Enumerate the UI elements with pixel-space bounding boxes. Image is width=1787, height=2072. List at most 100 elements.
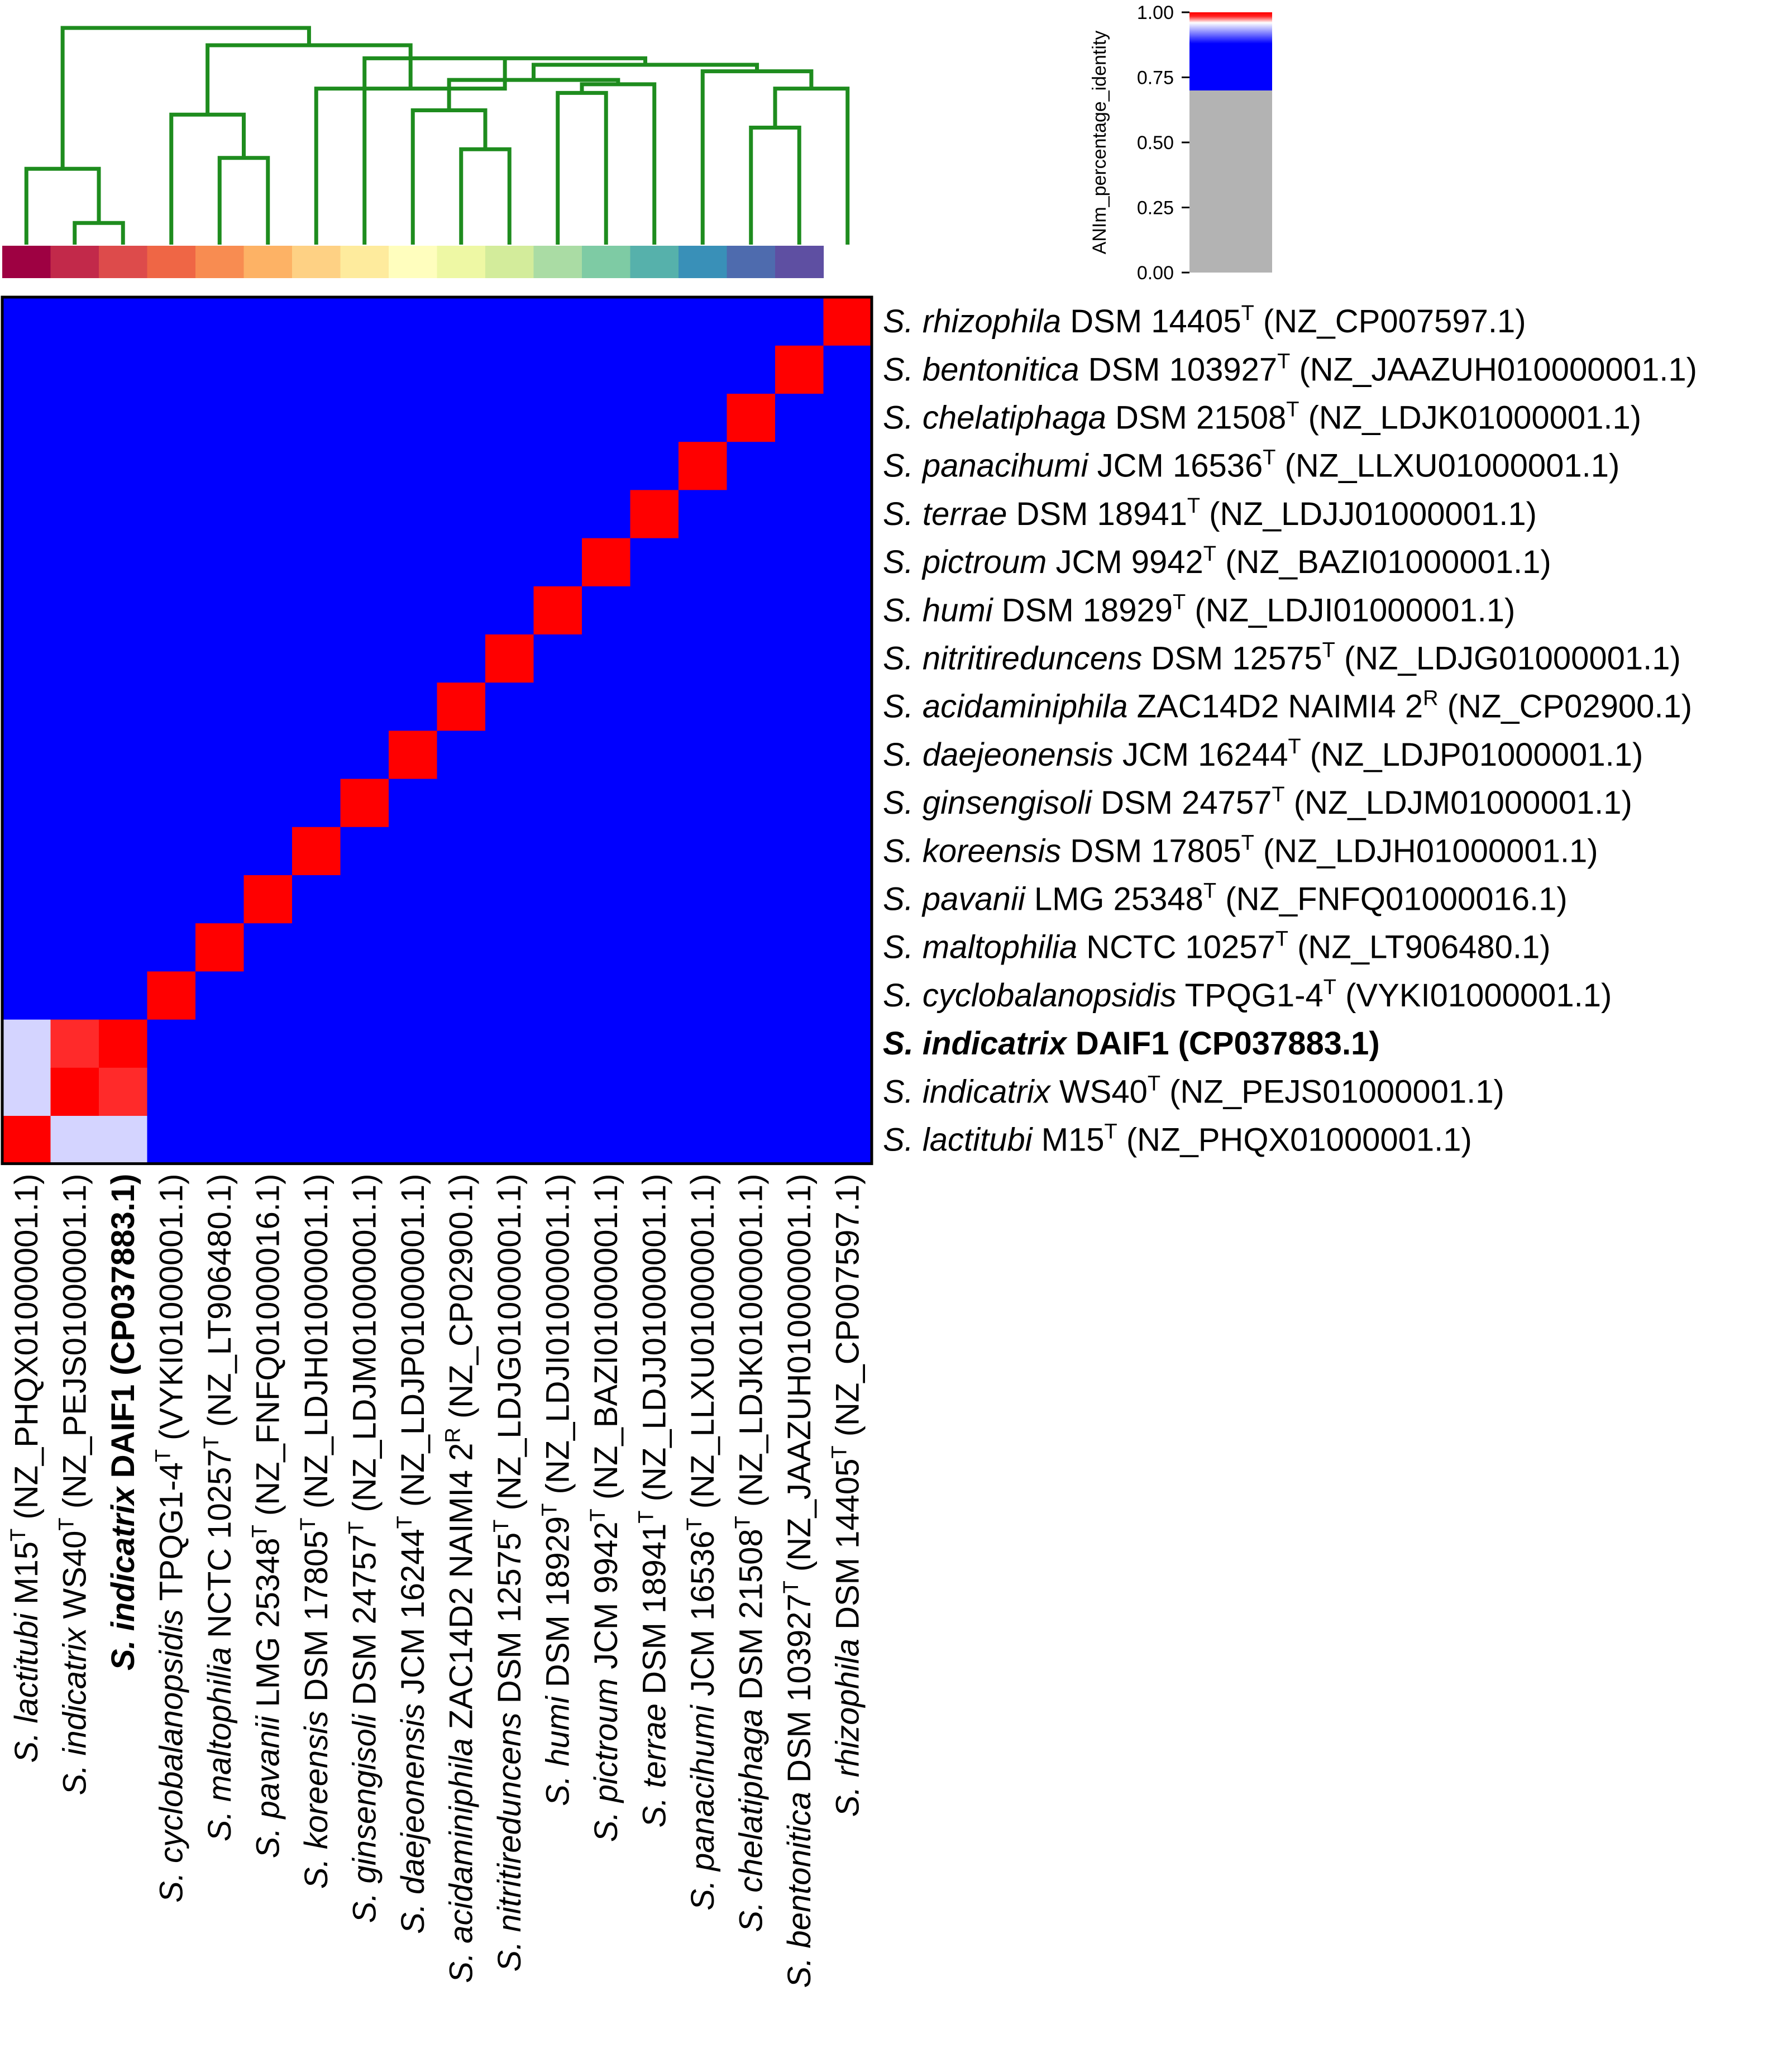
colorbar-tick-label: 0.00 xyxy=(1137,262,1174,284)
heatmap-cell xyxy=(437,1067,486,1116)
heatmap-cell xyxy=(50,1067,99,1116)
strain-name: JCM 9942 xyxy=(1047,544,1203,580)
genome-label: S. maltophilia NCTC 10257T (NZ_LT906480.… xyxy=(200,1174,238,1842)
colorbar-tick-label: 0.25 xyxy=(1137,198,1174,219)
heatmap-cell xyxy=(99,634,148,683)
heatmap-cell xyxy=(823,923,872,972)
genome-label: S. acidaminiphila ZAC14D2 NAIMI4 2R (NZ_… xyxy=(442,1174,480,1983)
heatmap-cell xyxy=(582,827,631,875)
accession-id: (NZ_FNFQ01000016.1) xyxy=(250,1174,286,1525)
heatmap-cell xyxy=(147,1115,196,1164)
type-strain-superscript: T xyxy=(297,1517,320,1530)
heatmap-cell xyxy=(437,393,486,442)
heatmap-cell xyxy=(823,1115,872,1164)
genome-label: S. lactitubi M15T (NZ_PHQX01000001.1) xyxy=(883,1120,1472,1158)
type-strain-superscript: T xyxy=(635,1510,658,1523)
heatmap-cell xyxy=(630,682,679,731)
heatmap-cell xyxy=(582,779,631,827)
heatmap-cell xyxy=(775,1067,824,1116)
heatmap-cell xyxy=(340,779,389,827)
heatmap-cell xyxy=(533,827,582,875)
genome-label: S. acidaminiphila ZAC14D2 NAIMI4 2R (NZ_… xyxy=(883,687,1692,725)
heatmap-cell xyxy=(582,875,631,924)
heatmap-cell xyxy=(437,586,486,634)
genome-label: S. terrae DSM 18941T (NZ_LDJJ01000001.1) xyxy=(883,494,1537,532)
accession-id: (NZ_LDJK01000001.1) xyxy=(1299,400,1641,436)
heatmap-cell xyxy=(823,682,872,731)
heatmap-cell xyxy=(389,1067,438,1116)
heatmap-cell xyxy=(775,779,824,827)
species-name: S. panacihumi xyxy=(685,1704,721,1911)
heatmap-cell xyxy=(147,393,196,442)
heatmap-cell xyxy=(50,730,99,779)
heatmap-cell xyxy=(727,971,776,1020)
heatmap-cell xyxy=(243,441,293,490)
heatmap-cell xyxy=(437,730,486,779)
heatmap-cell xyxy=(389,779,438,827)
heatmap-cell xyxy=(485,923,534,972)
accession-id: (NZ_CP02900.1) xyxy=(1439,689,1693,725)
heatmap-cell xyxy=(389,489,438,538)
column-labels: S. lactitubi M15T (NZ_PHQX01000001.1)S. … xyxy=(7,1174,866,1988)
heatmap-cell xyxy=(485,1019,534,1068)
heatmap-cell xyxy=(389,393,438,442)
heatmap-cell xyxy=(340,923,389,972)
heatmap-cell xyxy=(2,538,51,586)
heatmap-cell xyxy=(679,1115,728,1164)
heatmap-cell xyxy=(679,393,728,442)
heatmap-cell xyxy=(147,923,196,972)
heatmap-cell xyxy=(582,1067,631,1116)
heatmap-cell xyxy=(2,923,51,972)
heatmap-cell xyxy=(679,923,728,972)
heatmap-cell xyxy=(340,1067,389,1116)
heatmap-cell xyxy=(582,1019,631,1068)
accession-id: (NZ_LDJK01000001.1) xyxy=(733,1174,770,1516)
heatmap-cell xyxy=(727,1067,776,1116)
genome-label: S. chelatiphaga DSM 21508T (NZ_LDJK01000… xyxy=(732,1174,770,1932)
heatmap-cell xyxy=(775,538,824,586)
heatmap-cell xyxy=(292,393,341,442)
heatmap-cell xyxy=(727,682,776,731)
strain-name: JCM 16536 xyxy=(685,1531,721,1706)
heatmap-cell xyxy=(679,971,728,1020)
strain-name: DSM 18941 xyxy=(637,1524,673,1703)
accession-id: (NZ_LDJG01000001.1) xyxy=(491,1174,528,1520)
dendrogram-link xyxy=(217,156,270,245)
type-strain-superscript: T xyxy=(1187,494,1200,518)
dendrogram-link xyxy=(556,90,608,245)
genome-label: S. ginsengisoli DSM 24757T (NZ_LDJM01000… xyxy=(345,1174,383,1923)
genome-label: S. ginsengisoli DSM 24757T (NZ_LDJM01000… xyxy=(883,783,1632,821)
heatmap-cell xyxy=(195,875,245,924)
heatmap-cell xyxy=(630,586,679,634)
species-name: S. bentonitica xyxy=(781,1792,818,1988)
heatmap-cell xyxy=(243,1115,293,1164)
colorbar: 0.00 0.25 0.50 0.75 1.00 ANIm_percentage_ide… xyxy=(1089,2,1272,284)
legend-strip-swatch xyxy=(775,246,824,278)
heatmap-cell xyxy=(630,634,679,683)
heatmap-cell xyxy=(582,393,631,442)
heatmap-cell xyxy=(2,297,51,346)
heatmap-cell xyxy=(727,1019,776,1068)
heatmap-cell xyxy=(292,730,341,779)
type-strain-superscript: T xyxy=(780,1581,803,1593)
heatmap-cell xyxy=(292,923,341,972)
legend-strip-swatch xyxy=(679,246,728,278)
heatmap-cell xyxy=(50,393,99,442)
strain-name: DSM 14405 xyxy=(1061,303,1241,340)
heatmap-cell xyxy=(340,538,389,586)
heatmap-cell xyxy=(437,682,486,731)
strain-name: DSM 17805 xyxy=(298,1531,335,1711)
heatmap-cell xyxy=(727,345,776,394)
heatmap-cell xyxy=(437,297,486,346)
heatmap-cell xyxy=(340,682,389,731)
heatmap-cell xyxy=(2,586,51,634)
heatmap-cell xyxy=(99,586,148,634)
heatmap-cell xyxy=(437,923,486,972)
heatmap-cell xyxy=(823,297,872,346)
accession-id: (NZ_LDJP01000001.1) xyxy=(1301,737,1643,773)
type-strain-superscript: T xyxy=(1173,590,1186,614)
genome-label: S. nitritireduncens DSM 12575T (NZ_LDJG0… xyxy=(883,639,1681,677)
heatmap-cell xyxy=(292,297,341,346)
strain-name: M15 xyxy=(1033,1122,1105,1158)
heatmap-cell xyxy=(389,586,438,634)
